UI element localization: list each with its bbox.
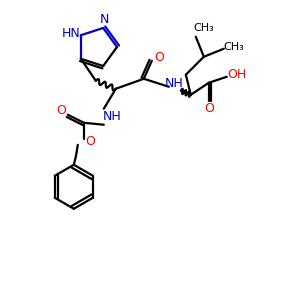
Text: N: N: [100, 14, 109, 26]
Text: CH₃: CH₃: [224, 42, 244, 52]
Text: O: O: [154, 51, 164, 64]
Text: O: O: [204, 102, 214, 115]
Text: NH: NH: [164, 77, 183, 90]
Text: O: O: [56, 104, 66, 117]
Text: CH₃: CH₃: [194, 23, 214, 33]
Text: OH: OH: [227, 68, 246, 81]
Text: O: O: [85, 135, 95, 148]
Text: HN: HN: [61, 27, 80, 40]
Text: NH: NH: [102, 110, 121, 123]
